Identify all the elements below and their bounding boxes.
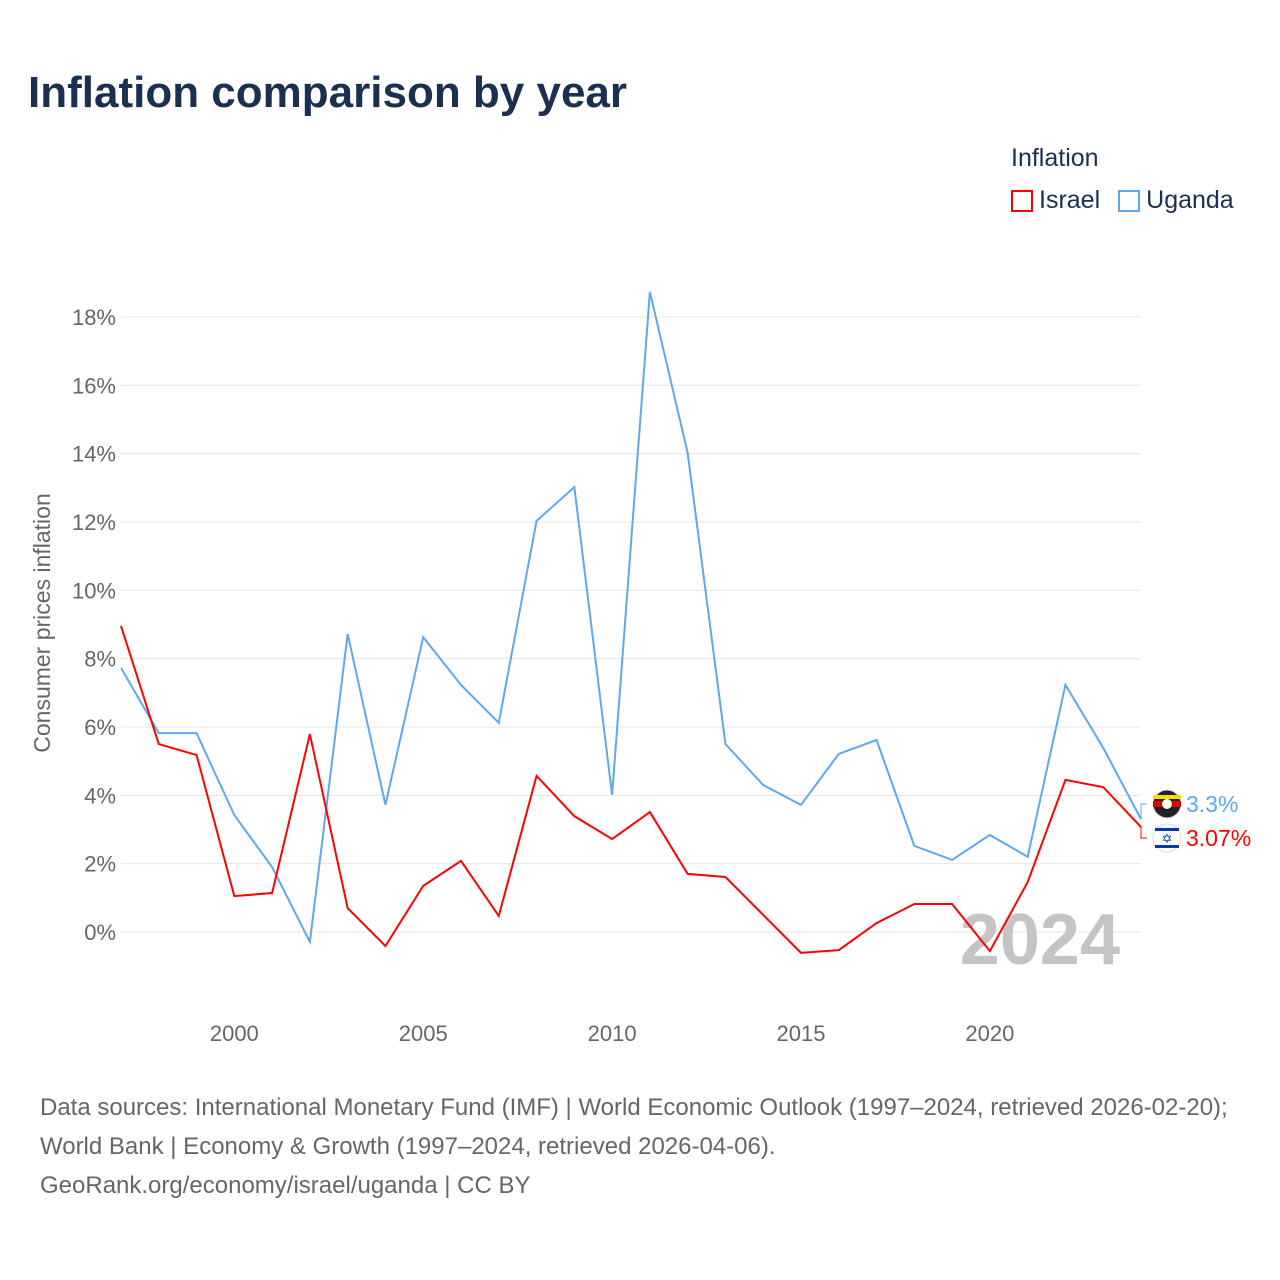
star-of-david-icon: ✡ bbox=[1162, 831, 1173, 846]
y-tick-label: 8% bbox=[84, 647, 116, 672]
x-tick-label: 2020 bbox=[965, 1021, 1014, 1046]
y-tick-label: 12% bbox=[72, 510, 116, 535]
y-tick-label: 6% bbox=[84, 715, 116, 740]
legend: Israel Uganda bbox=[1011, 186, 1234, 215]
data-source: Data sources: International Monetary Fun… bbox=[40, 1088, 1250, 1205]
series-line-uganda bbox=[120, 291, 1142, 946]
source-link[interactable]: GeoRank.org/economy/israel/uganda | CC B… bbox=[40, 1172, 531, 1199]
y-tick-label: 10% bbox=[72, 578, 116, 603]
israel-swatch bbox=[1011, 189, 1033, 212]
y-tick-label: 4% bbox=[84, 783, 116, 808]
end-label-connector bbox=[1140, 803, 1147, 820]
legend-label: Uganda bbox=[1146, 186, 1234, 214]
year-watermark: 2024 bbox=[960, 900, 1120, 980]
legend-title: Inflation bbox=[1011, 144, 1099, 172]
flag-stripe bbox=[1155, 828, 1179, 831]
line-chart: 0% 2% 4% 6% 8% 10% 12% 14% 16% 18% 2000 2005 2010 201… bbox=[29, 291, 1251, 1046]
end-value-label: 3.3% bbox=[1186, 791, 1238, 817]
legend-item-uganda[interactable]: Uganda bbox=[1118, 186, 1234, 215]
x-tick-label: 2000 bbox=[210, 1021, 259, 1046]
flag-stripe bbox=[1155, 845, 1179, 848]
y-tick-label: 16% bbox=[72, 373, 116, 398]
end-label-connector bbox=[1140, 827, 1147, 839]
x-tick-label: 2015 bbox=[777, 1021, 826, 1046]
legend-item-israel[interactable]: Israel bbox=[1011, 186, 1100, 215]
chart-title: Inflation comparison by year bbox=[28, 68, 628, 117]
flag-stripe bbox=[1153, 795, 1181, 799]
y-tick-label: 2% bbox=[84, 852, 116, 877]
x-tick-label: 2010 bbox=[588, 1021, 637, 1046]
y-tick-label: 14% bbox=[72, 442, 116, 467]
end-value-label: 3.07% bbox=[1186, 825, 1251, 851]
y-axis-label: Consumer prices inflation bbox=[29, 493, 55, 753]
legend-label: Israel bbox=[1039, 186, 1101, 214]
series-line-israel bbox=[120, 625, 1142, 954]
uganda-swatch bbox=[1118, 189, 1141, 212]
flag-emblem bbox=[1162, 799, 1172, 809]
x-tick-label: 2005 bbox=[399, 1021, 448, 1046]
y-tick-label: 0% bbox=[84, 920, 116, 945]
source-text: Data sources: International Monetary Fun… bbox=[40, 1094, 1228, 1160]
y-tick-label: 18% bbox=[72, 305, 116, 330]
